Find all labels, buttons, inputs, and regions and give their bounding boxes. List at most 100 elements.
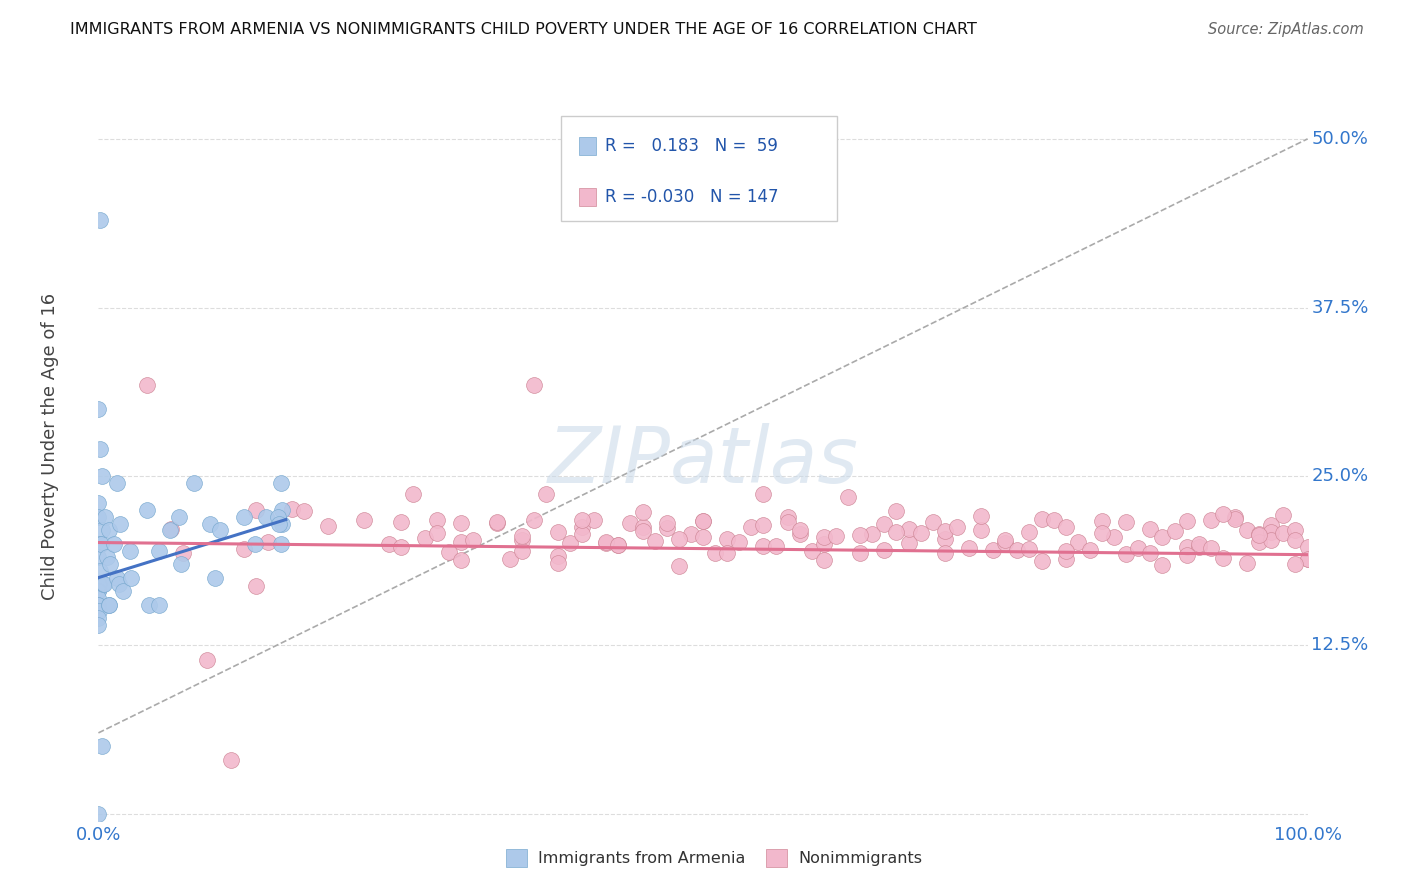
Point: [655, 516, 678, 531]
Point: [849, 528, 872, 542]
Point: [970, 523, 993, 537]
Point: [860, 527, 883, 541]
Point: [450, 516, 472, 530]
Point: [897, 522, 920, 536]
Point: [426, 525, 449, 540]
Point: [1223, 511, 1246, 525]
Point: [668, 559, 690, 574]
Point: [631, 505, 654, 519]
Point: [87, 584, 110, 599]
Point: [118, 543, 141, 558]
Point: [813, 537, 835, 551]
Point: [98, 598, 121, 612]
Point: [87, 401, 110, 416]
Point: [112, 584, 135, 599]
Point: [87, 611, 110, 625]
Point: [1152, 558, 1174, 572]
Point: [96, 550, 118, 565]
Point: [91, 577, 114, 591]
Point: [1188, 537, 1211, 551]
Point: [87, 591, 110, 605]
Point: [1249, 528, 1271, 542]
Point: [994, 535, 1017, 549]
Point: [1102, 529, 1125, 543]
Point: [1031, 553, 1053, 567]
Point: [547, 556, 569, 570]
Point: [934, 532, 956, 546]
Point: [776, 515, 799, 529]
Point: [1018, 541, 1040, 556]
Text: 50.0%: 50.0%: [1312, 130, 1368, 148]
Point: [595, 534, 617, 549]
Point: [934, 524, 956, 538]
Point: [886, 524, 908, 539]
Text: Child Poverty Under the Age of 16: Child Poverty Under the Age of 16: [41, 293, 59, 599]
Point: [1018, 524, 1040, 539]
Point: [765, 539, 787, 553]
Point: [813, 530, 835, 544]
Point: [1296, 552, 1319, 566]
Point: [655, 521, 678, 535]
Point: [87, 496, 110, 510]
Point: [1031, 511, 1053, 525]
Point: [89, 212, 111, 227]
Point: [1067, 534, 1090, 549]
Point: [160, 522, 183, 536]
Point: [1128, 541, 1150, 555]
Point: [523, 513, 546, 527]
Point: [270, 537, 292, 551]
Point: [87, 550, 110, 565]
Point: [510, 533, 533, 547]
Point: [172, 546, 194, 560]
Point: [463, 533, 485, 548]
Point: [450, 553, 472, 567]
Point: [135, 377, 157, 392]
Point: [1284, 533, 1306, 547]
Point: [1163, 524, 1185, 539]
Point: [87, 598, 110, 612]
Point: [159, 524, 181, 538]
Point: [389, 515, 412, 529]
Point: [994, 533, 1017, 548]
Point: [98, 524, 121, 538]
Point: [1199, 513, 1222, 527]
Point: [886, 504, 908, 518]
Point: [607, 538, 630, 552]
Text: ZIPatlas: ZIPatlas: [547, 423, 859, 499]
Point: [946, 520, 969, 534]
Point: [800, 544, 823, 558]
Point: [87, 509, 110, 524]
Point: [752, 539, 775, 553]
Point: [245, 578, 267, 592]
Point: [910, 526, 932, 541]
Point: [1152, 530, 1174, 544]
Point: [1284, 557, 1306, 571]
Point: [897, 535, 920, 549]
Point: [1296, 551, 1319, 566]
Point: [198, 516, 221, 531]
Point: [183, 476, 205, 491]
Point: [534, 487, 557, 501]
Point: [87, 598, 110, 612]
Point: [1091, 525, 1114, 540]
Point: [254, 509, 277, 524]
Text: Nonimmigrants: Nonimmigrants: [799, 851, 922, 865]
Point: [89, 564, 111, 578]
Point: [1212, 508, 1234, 522]
Point: [148, 543, 170, 558]
Point: [1054, 520, 1077, 534]
Point: [631, 524, 654, 539]
Point: [1139, 547, 1161, 561]
Point: [547, 525, 569, 540]
Point: [232, 542, 254, 557]
Point: [1199, 541, 1222, 555]
Point: [776, 509, 799, 524]
Point: [752, 487, 775, 501]
Text: IMMIGRANTS FROM ARMENIA VS NONIMMIGRANTS CHILD POVERTY UNDER THE AGE OF 16 CORRE: IMMIGRANTS FROM ARMENIA VS NONIMMIGRANTS…: [70, 22, 977, 37]
Point: [353, 513, 375, 527]
Point: [89, 604, 111, 618]
Point: [1091, 514, 1114, 528]
Point: [934, 546, 956, 560]
Point: [825, 529, 848, 543]
Point: [583, 513, 606, 527]
